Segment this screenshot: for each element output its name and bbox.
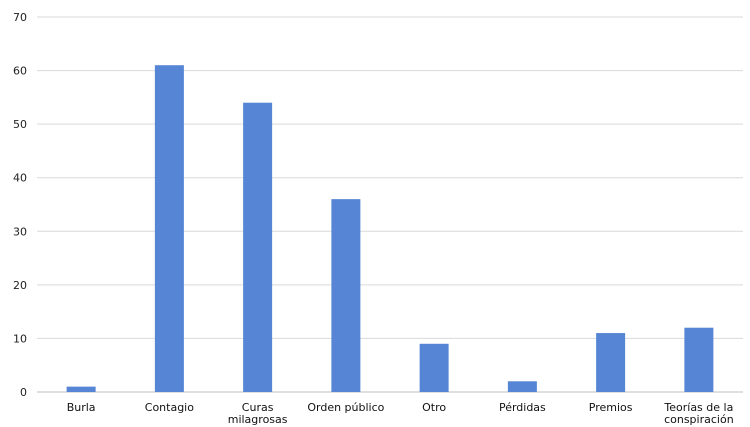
bar [596,333,626,392]
bar [331,199,361,392]
y-tick-label: 0 [20,386,27,399]
bars [66,65,714,392]
y-tick-label: 70 [13,11,27,24]
y-axis-tick-labels: 0 10 20 30 40 50 60 70 [13,11,27,399]
bar [684,327,714,392]
bar [419,343,449,392]
y-tick-label: 30 [13,225,27,238]
x-category-label: Contagio [145,401,194,414]
x-axis-category-labels: Burla Contagio Curas milagrosas Orden públic… [67,401,734,426]
y-tick-label: 40 [13,172,27,185]
x-category-label: Burla [67,401,96,414]
x-category-label: Curas milagrosas [228,401,288,426]
bar [154,65,184,392]
bar [66,386,96,392]
y-tick-label: 50 [13,118,27,131]
gridlines [37,16,743,393]
x-category-label: Premios [589,401,633,414]
y-tick-label: 60 [13,65,27,78]
x-category-label: Pérdidas [499,401,546,414]
x-category-label: Teorías de la conspiración [663,401,733,426]
x-category-label: Orden público [307,401,384,414]
bar [243,102,273,392]
x-category-label: Otro [422,401,446,414]
y-tick-label: 10 [13,332,27,345]
bar [507,381,537,392]
y-tick-label: 20 [13,279,27,292]
